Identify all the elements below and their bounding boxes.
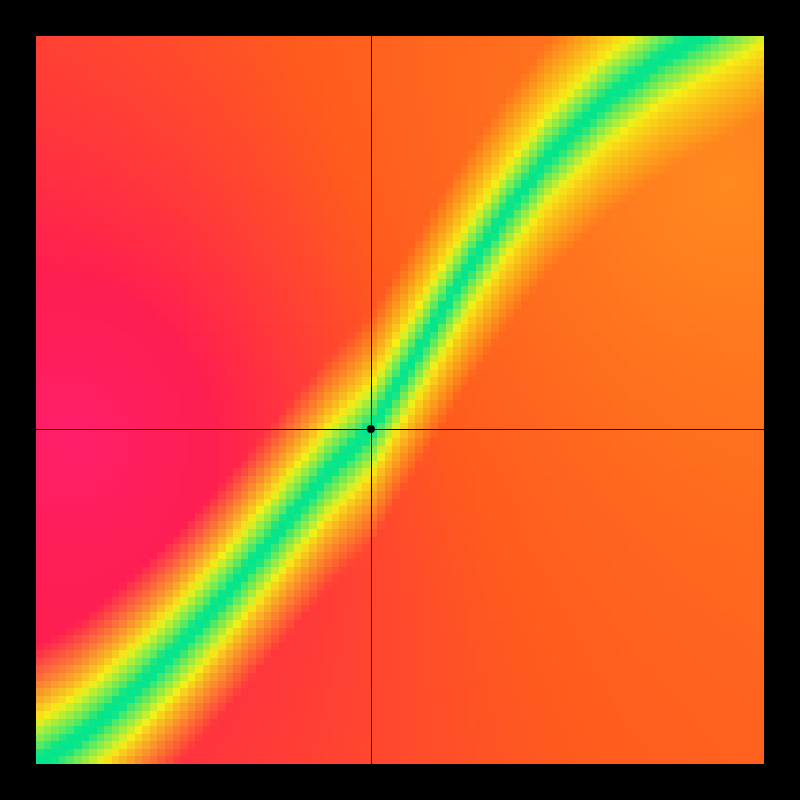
- heatmap-canvas: [0, 0, 800, 800]
